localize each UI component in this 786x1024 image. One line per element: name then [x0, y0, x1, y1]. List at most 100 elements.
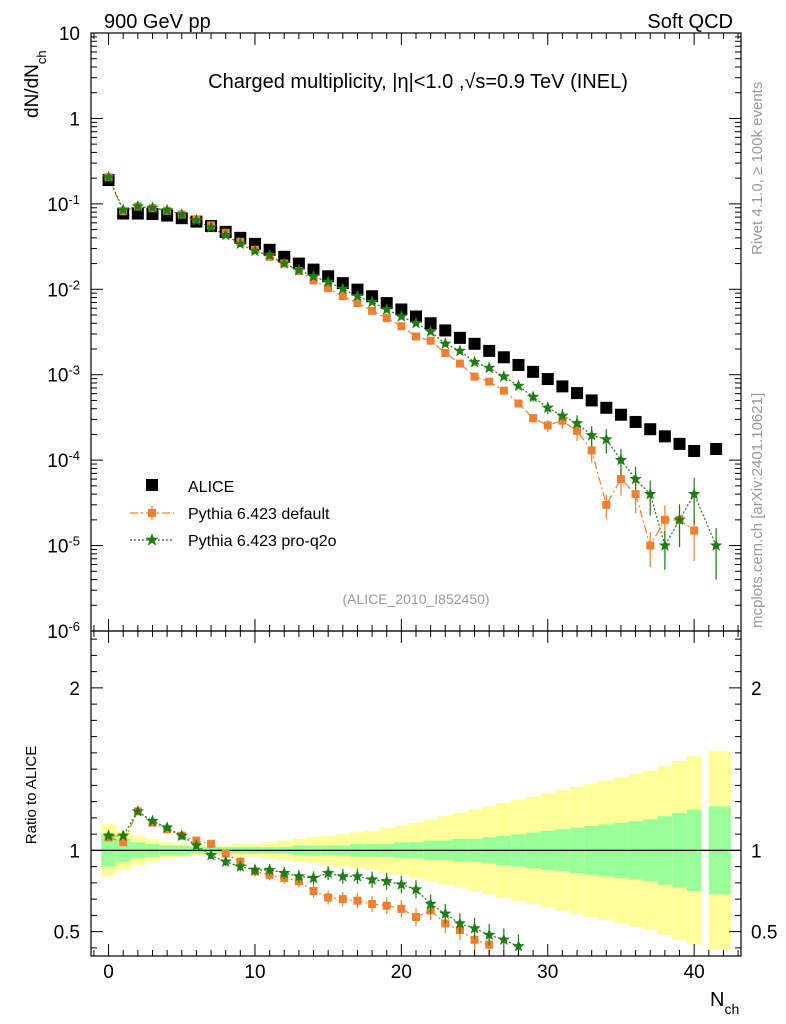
ratio-point-proq2o: [219, 855, 232, 867]
y-tick-exp: -5: [68, 533, 80, 548]
y-tick-exp: -1: [68, 191, 80, 206]
y-tick-label: 10-2: [47, 277, 80, 302]
ratio-point-proq2o: [204, 848, 218, 861]
point-proq2o: [600, 432, 613, 445]
point-proq2o: [190, 213, 203, 226]
ratio-point-default: [309, 887, 318, 895]
point-proq2o: [709, 539, 723, 551]
point-proq2o: [204, 220, 218, 233]
point-default: [499, 386, 508, 395]
point-proq2o: [351, 289, 364, 302]
point-proq2o: [131, 200, 144, 212]
y-tick-label: 1: [69, 109, 80, 130]
x-axis-title-text: Nch: [710, 989, 739, 1017]
ratio-uncertainty-bands: [91, 751, 741, 950]
y-tick-exp: -6: [68, 619, 80, 634]
point-proq2o: [483, 361, 496, 374]
ratio-point-proq2o: [117, 829, 130, 841]
x-tick-label: 0: [103, 962, 114, 983]
ratio-point-proq2o: [380, 874, 393, 887]
point-proq2o: [292, 263, 306, 276]
point-proq2o: [614, 453, 628, 466]
ratio-point-proq2o: [146, 814, 159, 827]
point-proq2o: [365, 295, 379, 308]
y-tick-exp: -2: [68, 277, 80, 292]
point-proq2o: [160, 203, 174, 216]
side-label-mcplots: mcplots.cern.ch [arXiv:2401.10621]: [749, 393, 766, 628]
point-default: [426, 336, 435, 345]
ratio-point-default: [382, 901, 391, 910]
point-proq2o: [424, 325, 437, 337]
point-proq2o: [380, 303, 393, 315]
ratio-tick-label-right: 2: [751, 679, 762, 700]
point-alice: [673, 437, 686, 450]
ratio-point-proq2o: [307, 871, 320, 884]
point-proq2o: [673, 513, 686, 526]
ratio-point-proq2o: [424, 897, 437, 910]
ratio-point-proq2o: [102, 829, 115, 841]
point-alice: [658, 430, 671, 443]
legend-marker-proq2o: [145, 533, 159, 546]
ratio-point-proq2o: [336, 869, 349, 882]
ratio-point-proq2o: [409, 882, 423, 895]
ratio-point-proq2o: [175, 829, 188, 841]
point-alice: [410, 310, 422, 323]
legend-label-alice: ALICE: [188, 479, 234, 496]
point-default: [324, 284, 333, 293]
legend: ALICE Pythia 6.423 default Pythia 6.423 …: [130, 479, 337, 550]
point-proq2o: [263, 248, 276, 261]
point-default: [455, 359, 464, 368]
point-alice: [468, 337, 481, 350]
x-tick-label: 10: [244, 962, 265, 983]
x-tick-label: 30: [537, 962, 558, 983]
point-proq2o: [439, 337, 452, 350]
ratio-tick-label-left: 0.5: [54, 923, 80, 944]
y-axis-title-text: dN/dNch: [22, 50, 49, 118]
point-proq2o: [541, 401, 554, 414]
point-default: [353, 299, 362, 308]
point-default: [412, 332, 420, 341]
ratio-point-proq2o: [453, 917, 467, 929]
ratio-point-proq2o: [292, 869, 306, 882]
point-alice: [453, 331, 466, 344]
y-axis-title-sub: ch: [34, 50, 49, 64]
point-alice: [483, 344, 496, 357]
point-default: [309, 276, 318, 285]
point-default: [485, 377, 494, 386]
ratio-point-proq2o: [322, 866, 335, 879]
ratio-tick-label-right: 1: [751, 841, 762, 862]
legend-marker-default: [148, 509, 156, 517]
point-proq2o: [526, 390, 540, 403]
ratio-point-proq2o: [131, 804, 144, 817]
ratio-point-default: [368, 900, 377, 908]
point-alice: [424, 317, 437, 330]
point-proq2o: [468, 355, 481, 368]
point-proq2o: [570, 416, 584, 429]
point-alice: [541, 373, 554, 386]
point-default: [514, 399, 523, 408]
ratio-tick-label-left: 1: [69, 841, 80, 862]
y-tick-label: 10: [59, 24, 80, 45]
analysis-tag: (ALICE_2010_I852450): [342, 591, 489, 607]
point-default: [382, 314, 391, 323]
ratio-point-proq2o: [263, 863, 276, 876]
ratio-point-proq2o: [351, 869, 364, 882]
point-alice: [644, 423, 657, 436]
point-default: [441, 348, 450, 357]
point-default: [602, 500, 611, 509]
point-proq2o: [688, 487, 701, 500]
axis-ticks: 0 10 20 30 40 10 1 10-1 10-2 10-3 10-4 10-5 10-6 0.5 0…: [47, 24, 777, 983]
ratio-point-proq2o: [483, 928, 496, 941]
y-tick-exp: -3: [68, 362, 80, 377]
ratio-point-default: [412, 913, 420, 921]
point-proq2o: [322, 275, 335, 288]
point-default: [616, 475, 625, 484]
legend-label-proq2o: Pythia 6.423 pro-q2o: [188, 533, 337, 550]
ratio-plot-markers: [102, 804, 525, 956]
point-alice: [307, 263, 320, 276]
point-default: [690, 526, 699, 535]
point-proq2o: [629, 472, 642, 485]
point-alice: [600, 401, 613, 414]
ratio-point-proq2o: [234, 860, 247, 872]
